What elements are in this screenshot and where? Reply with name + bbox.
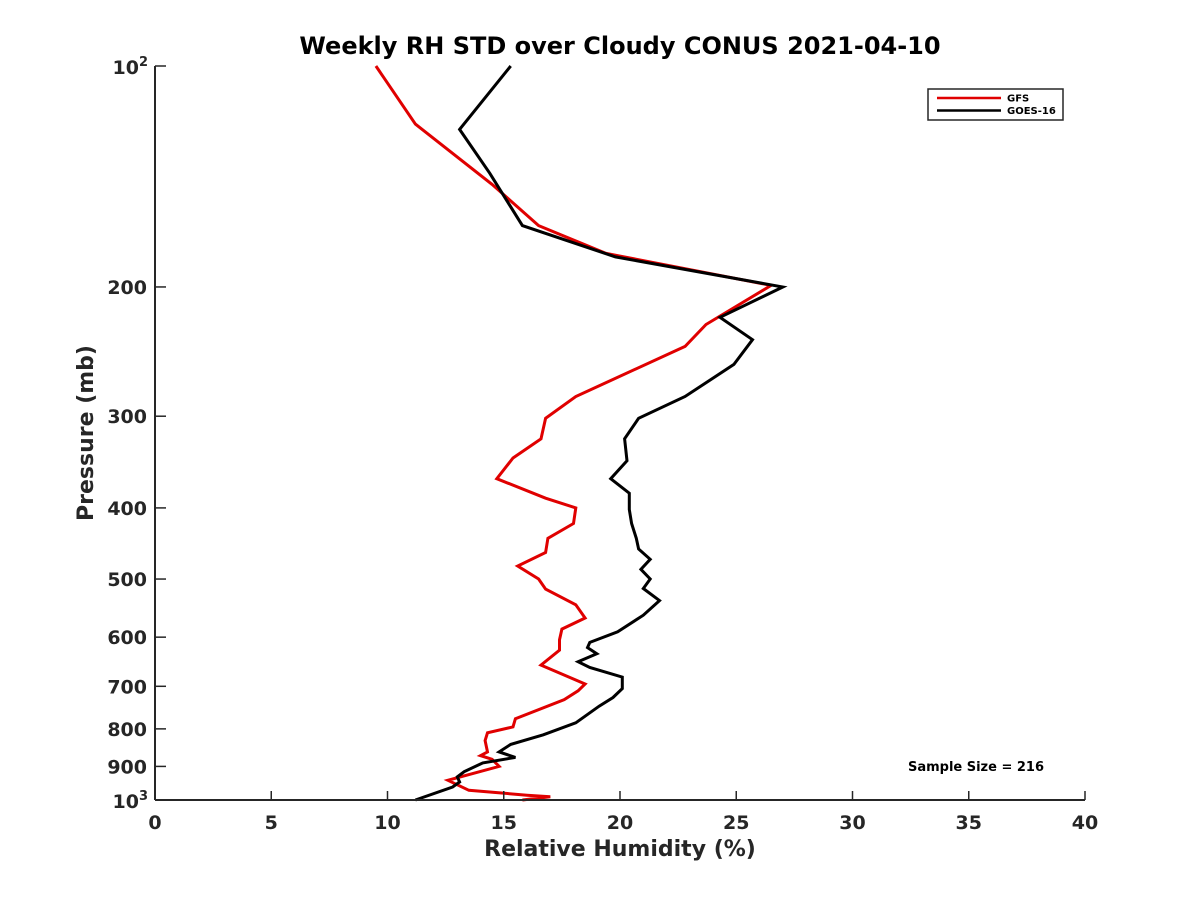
legend-label-gfs: GFS bbox=[1007, 94, 1029, 105]
x-ticks: 0 5 10 15 20 25 30 35 40 bbox=[148, 791, 1098, 834]
y-axis-label: Pressure (mb) bbox=[74, 345, 99, 521]
y-tick-label: 103 bbox=[113, 789, 149, 813]
x-tick-label: 20 bbox=[607, 812, 633, 834]
legend-label-goes16: GOES-16 bbox=[1007, 106, 1056, 117]
x-tick-label: 30 bbox=[839, 812, 865, 834]
y-tick-label: 700 bbox=[107, 676, 147, 698]
x-tick-label: 10 bbox=[374, 812, 400, 834]
y-tick-label: 102 bbox=[113, 55, 149, 79]
series-line-goes-16 bbox=[414, 65, 788, 802]
y-ticks: 102 200 300 400 500 600 700 800 900 103 bbox=[107, 55, 166, 813]
x-tick-label: 0 bbox=[148, 812, 161, 834]
legend-box bbox=[927, 88, 1064, 121]
y-tick-label: 200 bbox=[107, 277, 147, 299]
x-tick-label: 25 bbox=[723, 812, 749, 834]
y-tick-label: 800 bbox=[107, 719, 147, 741]
x-axis-label: Relative Humidity (%) bbox=[484, 837, 756, 862]
y-tick-label: 400 bbox=[107, 498, 147, 520]
x-tick-label: 15 bbox=[491, 812, 517, 834]
sample-size-annotation: Sample Size = 216 bbox=[908, 760, 1044, 775]
y-tick-label: 900 bbox=[107, 756, 147, 778]
series-line-gfs bbox=[374, 65, 776, 802]
series-layer bbox=[374, 65, 788, 802]
x-tick-label: 5 bbox=[265, 812, 278, 834]
x-tick-label: 35 bbox=[956, 812, 982, 834]
y-tick-label: 600 bbox=[107, 627, 147, 649]
y-tick-label: 500 bbox=[107, 569, 147, 591]
chart-title: Weekly RH STD over Cloudy CONUS 2021-04-… bbox=[299, 32, 940, 60]
x-tick-label: 40 bbox=[1072, 812, 1098, 834]
legend: GFS GOES-16 bbox=[927, 88, 1064, 121]
y-tick-label: 300 bbox=[107, 406, 147, 428]
